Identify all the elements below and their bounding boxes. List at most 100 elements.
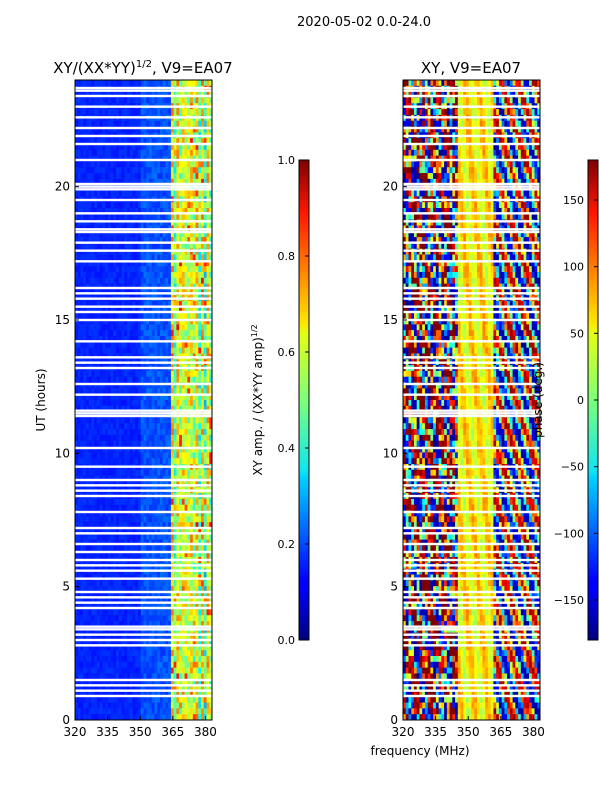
amp-cell — [124, 568, 128, 576]
amp-cell — [83, 400, 87, 407]
amp-cell — [181, 440, 186, 448]
amp-cell — [173, 452, 177, 459]
amp-cell — [203, 149, 208, 157]
amp-cell — [77, 551, 82, 558]
amp-cell — [168, 318, 172, 325]
amp-cell — [206, 120, 210, 128]
amp-cell — [116, 638, 120, 645]
amp-cell — [127, 440, 131, 448]
amp-cell — [132, 522, 136, 529]
amp-cell — [116, 301, 120, 308]
amp-cell — [159, 347, 164, 355]
amp-cell — [116, 330, 120, 337]
amp-cell — [146, 213, 150, 221]
amp-cell — [173, 231, 177, 238]
amp-cell — [102, 248, 106, 256]
amp-cell — [173, 597, 177, 605]
amp-cell — [195, 498, 199, 506]
amp-cell — [198, 167, 202, 174]
amp-cell — [159, 446, 164, 453]
amp-cell — [198, 394, 202, 401]
amp-cell — [105, 644, 109, 651]
amp-cell — [179, 80, 183, 87]
amp-cell — [176, 312, 180, 320]
amp-cell — [195, 516, 199, 523]
amp-cell — [113, 347, 117, 355]
amp-cell — [173, 341, 177, 349]
amp-cell — [198, 178, 202, 186]
amp-cell — [165, 632, 169, 640]
amp-cell — [190, 161, 194, 168]
amp-cell — [110, 545, 114, 552]
amp-cell — [203, 109, 208, 116]
amp-cell — [179, 213, 183, 221]
amp-cell — [162, 254, 167, 261]
amp-cell — [173, 458, 177, 465]
amp-cell — [148, 382, 153, 389]
amp-cell — [99, 266, 103, 273]
amp-cell — [121, 498, 125, 506]
amp-cell — [102, 376, 106, 384]
amp-cell — [168, 109, 172, 116]
amp-cell — [127, 341, 131, 349]
amp-cell — [107, 341, 112, 349]
amp-cell — [209, 417, 212, 424]
amp-cell — [116, 434, 120, 442]
amp-cell — [116, 446, 120, 453]
amp-cell — [91, 382, 95, 389]
amp-cell — [195, 370, 199, 378]
amp-cell — [77, 190, 82, 197]
amp-cell — [162, 376, 167, 384]
amp-cell — [198, 312, 202, 320]
amp-cell — [135, 632, 139, 640]
amp-cell — [157, 161, 161, 168]
amp-cell — [176, 370, 180, 378]
amp-cell — [154, 580, 158, 587]
amp-cell — [154, 545, 158, 552]
amp-cell — [165, 516, 169, 523]
amp-cell — [170, 528, 175, 535]
amp-cell — [198, 638, 202, 645]
amp-cell — [168, 120, 172, 128]
amp-cell — [75, 231, 79, 238]
amp-cell — [94, 621, 98, 628]
amp-cell — [184, 452, 188, 459]
amp-cell — [192, 277, 197, 285]
amp-cell — [88, 388, 93, 395]
amp-cell — [140, 312, 145, 320]
amp-cell — [83, 144, 87, 151]
amp-cell — [190, 260, 194, 267]
amp-cell — [105, 510, 109, 517]
amp-cell — [203, 336, 208, 343]
amp-cell — [94, 650, 98, 657]
amp-cell — [187, 248, 191, 256]
amp-cell — [105, 405, 109, 413]
amp-cell — [91, 149, 95, 157]
amp-cell — [192, 446, 197, 453]
amp-cell — [187, 109, 191, 116]
amp-cell — [143, 173, 147, 180]
amp-cell — [124, 202, 128, 209]
amp-cell — [176, 650, 180, 657]
amp-cell — [192, 376, 197, 384]
amp-cell — [162, 533, 167, 541]
amp-cell — [176, 592, 180, 599]
amp-cell — [181, 173, 186, 180]
amp-cell — [190, 144, 194, 151]
amp-cell — [157, 592, 161, 599]
amp-cell — [209, 231, 212, 238]
amp-cell — [146, 621, 150, 628]
amp-cell — [179, 528, 183, 535]
amp-cell — [116, 458, 120, 465]
amp-cell — [209, 638, 212, 645]
amp-cell — [118, 301, 123, 308]
amp-cell — [165, 202, 169, 209]
amp-cell — [127, 266, 131, 273]
amp-cell — [151, 97, 156, 104]
amp-cell — [110, 324, 114, 331]
amp-cell — [165, 498, 169, 506]
amp-cell — [179, 237, 183, 244]
amp-cell — [110, 388, 114, 395]
amp-cell — [143, 370, 147, 378]
amp-cell — [127, 97, 131, 104]
